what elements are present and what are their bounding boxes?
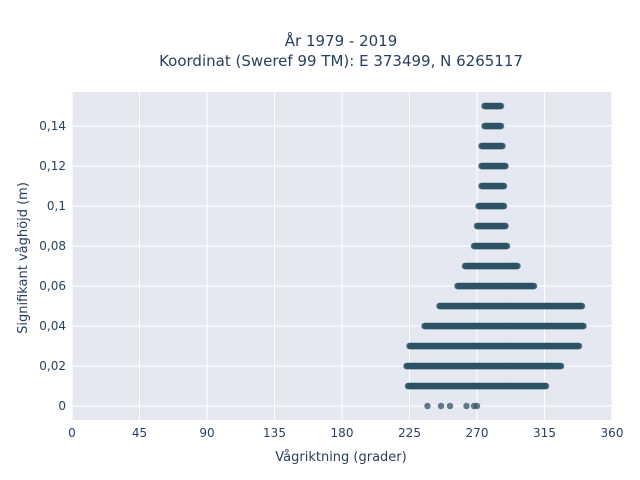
data-point xyxy=(500,202,508,210)
data-point xyxy=(502,222,509,230)
data-point xyxy=(557,362,565,370)
data-point xyxy=(500,182,508,190)
x-axis-title: Vågriktning (grader) xyxy=(275,450,406,465)
y-axis-title: Signifikant våghöjd (m) xyxy=(16,182,31,334)
y-tick-label: 0,14 xyxy=(39,119,66,133)
data-point xyxy=(580,322,587,330)
data-point xyxy=(463,402,470,410)
x-tick-labels: 0 45 90 135 180 225 270 315 360 xyxy=(68,426,623,440)
x-tick-label: 45 xyxy=(132,426,147,440)
x-tick-label: 270 xyxy=(466,426,489,440)
data-point xyxy=(446,402,454,410)
x-tick-label: 315 xyxy=(533,426,556,440)
y-tick-label: 0,1 xyxy=(47,199,66,213)
data-point xyxy=(578,302,586,310)
data-point xyxy=(424,402,431,410)
y-tick-label: 0,06 xyxy=(39,279,66,293)
data-point xyxy=(437,402,445,410)
data-points xyxy=(403,102,587,410)
data-point xyxy=(575,342,583,350)
x-tick-label: 135 xyxy=(263,426,286,440)
data-point xyxy=(503,242,511,250)
y-tick-label: 0 xyxy=(58,399,66,413)
chart-title-line-2: Koordinat (Sweref 99 TM): E 373499, N 62… xyxy=(159,52,523,70)
y-tick-labels: 0 0,02 0,04 0,06 0,08 0,1 0,12 0,14 xyxy=(39,119,66,413)
data-point xyxy=(530,282,538,290)
data-point xyxy=(499,142,506,150)
y-tick-label: 0,02 xyxy=(39,359,66,373)
y-tick-label: 0,12 xyxy=(39,159,66,173)
y-tick-label: 0,08 xyxy=(39,239,66,253)
data-point xyxy=(497,122,505,130)
data-point xyxy=(542,382,550,390)
data-point xyxy=(502,162,509,170)
data-point xyxy=(473,402,481,410)
chart-title-line-1: År 1979 - 2019 xyxy=(285,31,398,50)
data-point xyxy=(497,102,505,110)
x-tick-label: 225 xyxy=(398,426,421,440)
x-tick-label: 360 xyxy=(601,426,624,440)
x-tick-label: 180 xyxy=(331,426,354,440)
y-tick-label: 0,04 xyxy=(39,319,66,333)
data-point xyxy=(514,262,521,270)
x-tick-label: 0 xyxy=(68,426,76,440)
x-tick-label: 90 xyxy=(199,426,214,440)
